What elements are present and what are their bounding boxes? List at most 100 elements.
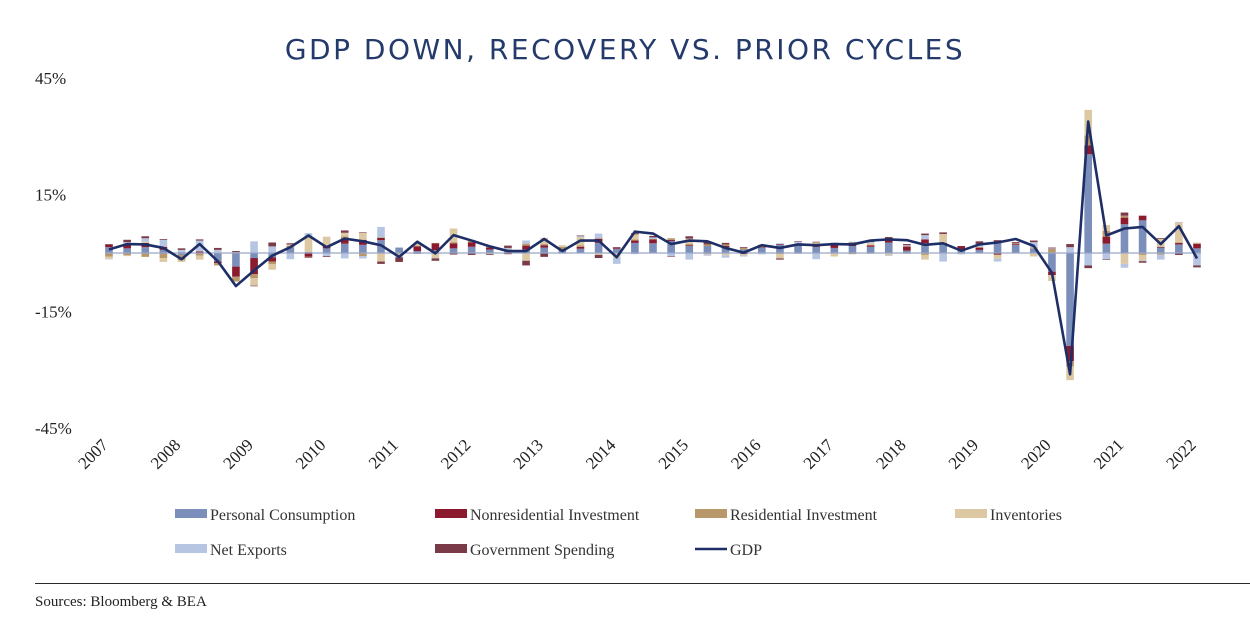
bar-nonresidential-investment xyxy=(377,237,385,241)
bar-net-exports xyxy=(340,253,349,259)
x-tick-label: 2018 xyxy=(872,435,909,472)
bar-government-spending xyxy=(1120,212,1129,216)
bar-nonresidential-investment xyxy=(884,240,893,243)
bar-personal-consumption xyxy=(594,242,603,253)
bar-government-spending xyxy=(975,241,984,245)
bar-inventories xyxy=(195,255,204,260)
bar-personal-consumption xyxy=(1175,244,1183,253)
legend-swatch-net-exports xyxy=(175,544,207,553)
bar-residential-investment xyxy=(177,254,186,260)
legend-label-net-exports: Net Exports xyxy=(210,542,287,559)
bar-personal-consumption xyxy=(1120,224,1129,253)
bar-inventories xyxy=(540,237,549,245)
y-tick-label: -15% xyxy=(35,302,72,321)
bar-personal-consumption xyxy=(848,246,857,253)
bar-inventories xyxy=(939,233,947,243)
bar-net-exports xyxy=(1102,253,1111,260)
bar-net-exports xyxy=(903,245,911,246)
bar-nonresidential-investment xyxy=(449,243,458,249)
bar-government-spending xyxy=(195,239,204,241)
bar-nonresidential-investment xyxy=(776,244,784,245)
bar-personal-consumption xyxy=(631,242,639,253)
bar-residential-investment xyxy=(359,253,367,257)
bar-net-exports xyxy=(649,237,657,239)
bar-personal-consumption xyxy=(1138,220,1147,253)
bar-personal-consumption xyxy=(903,250,911,253)
bar-net-exports xyxy=(685,253,694,260)
bar-government-spending xyxy=(395,257,403,262)
bar-personal-consumption xyxy=(1029,248,1038,253)
bar-government-spending xyxy=(1175,253,1183,255)
bar-government-spending xyxy=(649,235,657,238)
bar-residential-investment xyxy=(522,243,530,246)
bar-inventories xyxy=(631,234,639,240)
bar-personal-consumption xyxy=(830,247,839,253)
gdp-line xyxy=(108,120,1199,376)
bar-net-exports xyxy=(921,235,929,240)
bar-personal-consumption xyxy=(159,249,168,253)
bar-inventories xyxy=(159,258,168,262)
bar-nonresidential-investment xyxy=(957,246,966,250)
bar-government-spending xyxy=(232,251,240,253)
bar-government-spending xyxy=(141,236,150,239)
bar-government-spending xyxy=(250,285,258,287)
bar-inventories xyxy=(1175,222,1183,243)
bar-net-exports xyxy=(504,247,512,250)
bar-net-exports xyxy=(884,255,893,256)
bar-personal-consumption xyxy=(395,247,403,253)
bar-residential-investment xyxy=(721,244,730,246)
bar-nonresidential-investment xyxy=(340,238,349,244)
bar-personal-consumption xyxy=(213,253,222,262)
bar-government-spending xyxy=(594,254,603,259)
bar-net-exports xyxy=(1120,263,1129,268)
bar-nonresidential-investment xyxy=(431,243,440,251)
bar-government-spending xyxy=(1029,240,1038,243)
bar-personal-consumption xyxy=(340,243,349,253)
bar-nonresidential-investment xyxy=(1084,145,1093,155)
bar-inventories xyxy=(921,254,929,260)
bar-net-exports xyxy=(721,255,730,258)
bar-personal-consumption xyxy=(485,249,494,253)
bar-inventories xyxy=(830,253,839,257)
bar-government-spending xyxy=(1048,247,1056,249)
bar-net-exports xyxy=(1138,260,1147,262)
bar-net-exports xyxy=(848,241,857,243)
legend-swatch-government-spending xyxy=(435,544,467,553)
bar-inventories xyxy=(431,253,440,259)
bar-government-spending xyxy=(612,247,621,248)
bar-personal-consumption xyxy=(1011,244,1020,253)
bar-net-exports xyxy=(1084,253,1093,266)
bar-residential-investment xyxy=(159,253,168,259)
bar-residential-investment xyxy=(540,244,549,246)
bar-net-exports xyxy=(576,235,585,238)
bar-residential-investment xyxy=(1120,215,1129,218)
bar-personal-consumption xyxy=(649,243,657,253)
bar-personal-consumption xyxy=(322,248,331,253)
bar-nonresidential-investment xyxy=(413,246,422,252)
bar-nonresidential-investment xyxy=(812,246,821,247)
bar-residential-investment xyxy=(123,253,131,256)
bar-personal-consumption xyxy=(685,246,694,253)
bar-net-exports xyxy=(612,257,621,264)
bar-inventories xyxy=(413,243,422,246)
bar-personal-consumption xyxy=(884,242,893,253)
bar-government-spending xyxy=(1066,244,1074,248)
bar-residential-investment xyxy=(667,238,675,240)
bar-inventories xyxy=(884,253,893,256)
x-tick-label: 2012 xyxy=(437,435,474,472)
bar-residential-investment xyxy=(1084,135,1093,146)
bar-net-exports xyxy=(1048,248,1056,249)
x-tick-label: 2020 xyxy=(1017,435,1054,472)
bar-nonresidential-investment xyxy=(558,249,567,250)
bar-government-spending xyxy=(884,237,893,239)
bar-inventories xyxy=(993,254,1002,259)
legend-label-gdp: GDP xyxy=(730,542,762,559)
bar-inventories xyxy=(268,264,277,270)
bar-inventories xyxy=(975,246,984,248)
bar-inventories xyxy=(141,241,150,243)
bar-government-spending xyxy=(123,239,131,243)
bar-residential-investment xyxy=(739,247,748,250)
legend-label-residential-investment: Residential Investment xyxy=(730,507,878,524)
bar-net-exports xyxy=(213,249,222,253)
bar-personal-consumption xyxy=(1084,154,1093,253)
